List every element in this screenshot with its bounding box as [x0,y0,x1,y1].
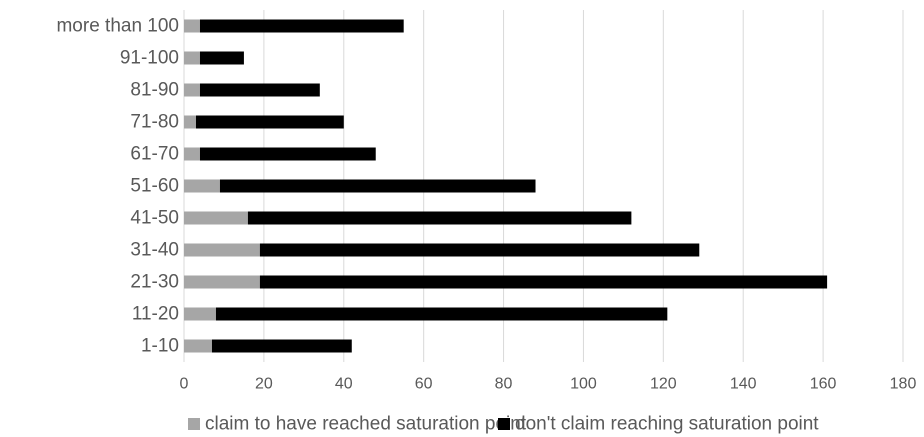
value-tick-label: 0 [180,376,189,393]
value-tick-label: 160 [810,376,837,393]
category-label: 71-80 [130,112,179,133]
bars [184,19,828,353]
category-label: 21-30 [130,272,179,293]
gridlines [183,10,904,362]
bar-21-30-series-2 [259,275,828,289]
bar-31-40-series-2 [259,243,700,257]
bar-51-60-series-2 [219,179,536,193]
bar-71-80-series-2 [195,115,344,129]
bar-51-60-series-1 [184,179,220,193]
legend: claim to have reached saturation pointdo… [188,414,819,435]
bar-81-90-series-1 [184,83,200,97]
category-label: 91-100 [120,48,179,69]
legend-swatch [188,418,200,430]
bar-11-20-series-1 [184,307,216,321]
legend-label: claim to have reached saturation point [205,414,527,435]
value-tick-label: 140 [730,376,757,393]
bar-61-70-series-2 [199,147,376,161]
bar-more than 100-series-1 [184,19,200,33]
bar-1-10-series-2 [211,339,352,353]
bar-1-10-series-1 [184,339,212,353]
bar-41-50-series-2 [247,211,632,225]
bar-61-70-series-1 [184,147,200,161]
category-label: more than 100 [56,16,179,37]
bar-71-80-series-1 [184,115,196,129]
category-label: 61-70 [130,144,179,165]
value-tick-label: 180 [890,376,917,393]
value-tick-label: 80 [495,376,513,393]
bar-11-20-series-2 [215,307,668,321]
bar-81-90-series-2 [199,83,320,97]
bar-91-100-series-2 [199,51,244,65]
legend-swatch [498,418,510,430]
bar-91-100-series-1 [184,51,200,65]
legend-label: don't claim reaching saturation point [515,414,819,435]
category-label: 11-20 [132,304,179,325]
category-label: 41-50 [130,208,179,229]
category-axis-labels: 1-10 11-20 21-30 31-40 41-50 51-60 61-70 71-80 8… [56,16,179,357]
category-label: 31-40 [130,240,179,261]
value-tick-label: 40 [335,376,353,393]
bar-31-40-series-1 [184,243,260,257]
category-label: 81-90 [130,80,179,101]
value-tick-label: 60 [415,376,433,393]
category-label: 1-10 [141,336,179,357]
value-tick-label: 100 [570,376,597,393]
category-label: 51-60 [130,176,179,197]
value-tick-label: 120 [650,376,677,393]
bar-21-30-series-1 [184,275,260,289]
bar-41-50-series-1 [184,211,248,225]
value-tick-label: 20 [255,376,273,393]
value-axis-labels: 0 20 40 60 80 100 120 140 160 180 [180,376,917,393]
bar-more than 100-series-2 [199,19,404,33]
